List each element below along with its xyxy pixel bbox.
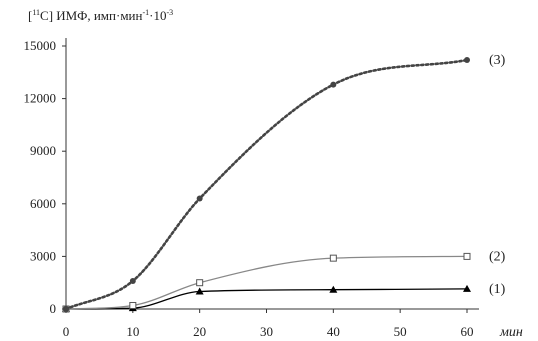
y-tick-label: 9000 bbox=[30, 143, 56, 158]
series-1: (1) bbox=[62, 282, 506, 312]
data-point bbox=[129, 301, 137, 309]
data-point bbox=[463, 252, 471, 260]
y-tick-label: 15000 bbox=[24, 38, 57, 53]
x-tick-label: 50 bbox=[394, 324, 407, 339]
series-label: (1) bbox=[489, 282, 506, 297]
data-point bbox=[195, 287, 204, 295]
x-tick-label: 30 bbox=[260, 324, 273, 339]
series-line bbox=[65, 288, 468, 310]
data-point bbox=[464, 57, 470, 64]
series-2: (2) bbox=[62, 249, 506, 313]
x-axis-label: мин bbox=[499, 325, 523, 340]
data-point bbox=[63, 306, 69, 312]
y-tick-label: 0 bbox=[50, 301, 57, 316]
series-label: (2) bbox=[489, 249, 506, 264]
x-tick-label: 20 bbox=[193, 324, 206, 339]
y-label-bracket-open: [ bbox=[28, 8, 32, 23]
data-point bbox=[196, 195, 203, 202]
x-tick-label: 60 bbox=[461, 324, 474, 339]
series-3: (3) bbox=[63, 53, 506, 312]
data-point bbox=[329, 254, 337, 262]
data-point bbox=[463, 284, 471, 292]
y-tick-label: 3000 bbox=[30, 248, 56, 263]
x-tick-label: 10 bbox=[126, 324, 139, 339]
y-label-quantity: ] ИМФ, имп·мин bbox=[49, 8, 143, 23]
y-label-isotope: 11 bbox=[32, 8, 40, 17]
x-tick-label: 40 bbox=[327, 324, 340, 339]
y-label-unit-exponent: -1 bbox=[142, 8, 149, 17]
data-point bbox=[196, 279, 204, 287]
series-line bbox=[65, 255, 468, 310]
data-point bbox=[129, 277, 136, 284]
series-label: (3) bbox=[489, 53, 506, 68]
y-tick-label: 6000 bbox=[30, 196, 56, 211]
y-tick-label: 12000 bbox=[24, 91, 57, 106]
series-line bbox=[64, 58, 469, 311]
y-label-factor-exponent: -3 bbox=[166, 8, 173, 17]
x-tick-label: 0 bbox=[63, 324, 70, 339]
y-axis-label: [11C] ИМФ, имп·мин-1·10-3 bbox=[28, 8, 173, 23]
y-label-factor: ·10 bbox=[149, 8, 166, 23]
data-point bbox=[330, 81, 337, 88]
y-label-element: C bbox=[40, 8, 49, 23]
data-point bbox=[329, 285, 338, 293]
